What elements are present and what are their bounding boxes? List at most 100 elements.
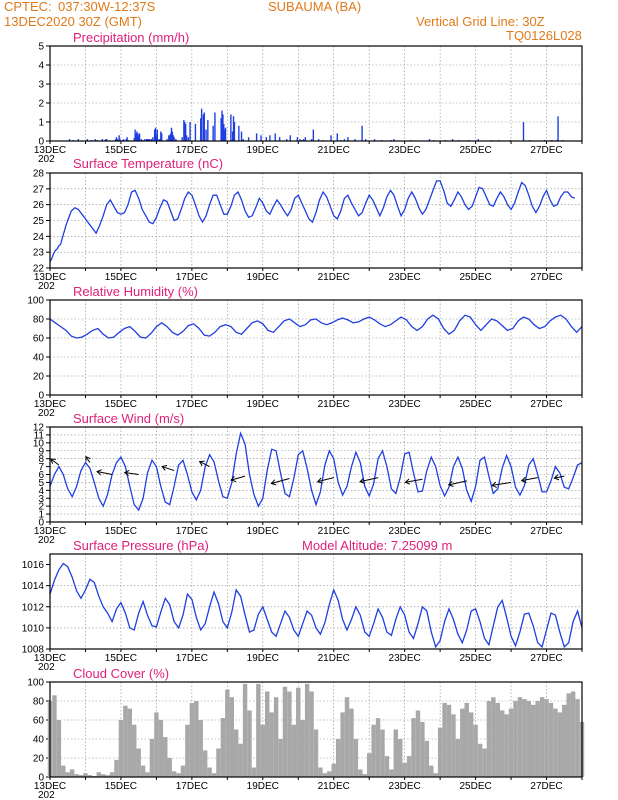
precip-bar <box>187 137 190 141</box>
cloud-column <box>384 756 390 777</box>
panel-title: Relative Humidity (%) <box>73 284 198 299</box>
cloud-column <box>548 702 554 777</box>
panel-6: 0 20 40 60 80 100 13DEC 15DEC 17DEC 19DEC 21DEC 23D… <box>27 666 585 800</box>
cloud-column <box>167 758 172 777</box>
precip-bar <box>184 122 186 141</box>
x-tick-label: 27DEC <box>530 399 562 410</box>
wind-vector-head <box>230 475 237 482</box>
wind-vector <box>359 477 379 483</box>
cloud-column <box>451 714 456 777</box>
precip-bar <box>169 133 172 141</box>
precip-bar <box>207 120 209 141</box>
cloud-column <box>398 739 403 777</box>
cloud-column <box>486 701 492 777</box>
x-tick-label: 27DEC <box>530 526 562 537</box>
precip-bar <box>153 129 156 141</box>
wind-vector <box>50 458 60 466</box>
panel-frame <box>49 45 583 142</box>
panel-frame <box>49 172 583 269</box>
cloud-column <box>575 699 580 777</box>
cloud-column <box>562 704 567 777</box>
precip-bar <box>302 139 305 141</box>
wind-vector-head <box>404 478 411 485</box>
cloud-column <box>570 691 576 777</box>
header-run-code: TQ0126L028 <box>506 28 582 43</box>
y-tick-label: 2 <box>38 502 44 513</box>
cloud-column <box>65 772 70 777</box>
precip-bar <box>101 139 104 141</box>
x-tick-label: 17DEC <box>176 272 208 283</box>
cloud-column <box>473 724 478 777</box>
cloud-column <box>335 739 341 777</box>
x-tick-label: 13DEC <box>34 526 66 537</box>
precip-bar <box>94 139 96 141</box>
x-tick-label: 17DEC <box>176 526 208 537</box>
series-line <box>49 180 576 263</box>
y-tick-label: 4 <box>38 61 44 72</box>
cloud-column <box>87 775 93 777</box>
x-tick-label: 21DEC <box>318 272 350 283</box>
precip-bar <box>68 139 71 141</box>
y-tick-label: 1 <box>38 510 44 521</box>
x-tick-label: 15DEC <box>105 145 137 156</box>
x-tick-label: 17DEC <box>176 781 208 792</box>
precip-bar <box>200 118 202 141</box>
cloud-column <box>442 702 447 777</box>
precip-bar <box>168 135 170 141</box>
cloud-column <box>229 697 234 777</box>
y-tick-label: 0 <box>38 773 44 784</box>
cloud-column <box>420 721 425 777</box>
precip-bar <box>274 133 276 141</box>
precip-bar <box>224 127 227 141</box>
precip-bar <box>170 127 173 141</box>
precip-bar <box>361 125 363 141</box>
precip-bar <box>451 139 454 141</box>
wind-vector <box>448 480 467 486</box>
cloud-column <box>349 708 354 777</box>
y-tick-label: 6 <box>38 470 44 481</box>
cloud-column <box>198 720 203 777</box>
y-tick-label: 80 <box>33 697 45 708</box>
cloud-column <box>171 771 177 777</box>
precip-bar <box>115 137 118 141</box>
cloud-column <box>140 765 146 777</box>
precip-bar <box>212 125 214 141</box>
precip-bar <box>126 137 128 141</box>
precip-bar <box>354 139 356 141</box>
y-tick-label: 1016 <box>22 560 45 571</box>
precip-bar <box>160 131 162 141</box>
precip-bar <box>233 122 236 141</box>
cloud-column <box>495 702 500 777</box>
cloud-column <box>460 708 465 777</box>
cloud-column <box>251 767 257 777</box>
x-tick-label: 15DEC <box>105 526 137 537</box>
precip-bar <box>134 129 136 141</box>
cloud-column <box>287 691 292 777</box>
precip-bar <box>347 137 349 141</box>
precip-bar <box>477 139 479 141</box>
x-tick-label: 27DEC <box>530 781 562 792</box>
precip-bar <box>202 114 205 141</box>
cloud-column <box>247 710 252 777</box>
y-tick-label: 1012 <box>22 602 45 613</box>
cloud-column <box>194 701 199 777</box>
wind-vector-head <box>447 480 454 487</box>
y-tick-label: 28 <box>33 169 45 180</box>
cloud-column <box>185 724 190 777</box>
header-init-time: 13DEC2020 30Z (GMT) <box>4 14 142 29</box>
panel-frame <box>49 681 583 778</box>
cloud-column <box>331 763 336 777</box>
precip-bar <box>205 129 207 141</box>
precip-bar <box>269 135 271 141</box>
panel-title: Surface Wind (m/s) <box>73 411 184 426</box>
x-year-fragment: 202 <box>38 662 55 673</box>
cloud-column <box>508 708 514 777</box>
cloud-column <box>389 769 394 777</box>
header-source: CPTEC: <box>4 0 52 14</box>
cloud-column <box>189 702 195 777</box>
cloud-column <box>176 773 181 777</box>
cloud-column <box>269 712 274 777</box>
cloud-column <box>340 712 345 777</box>
precip-bar <box>364 139 367 141</box>
